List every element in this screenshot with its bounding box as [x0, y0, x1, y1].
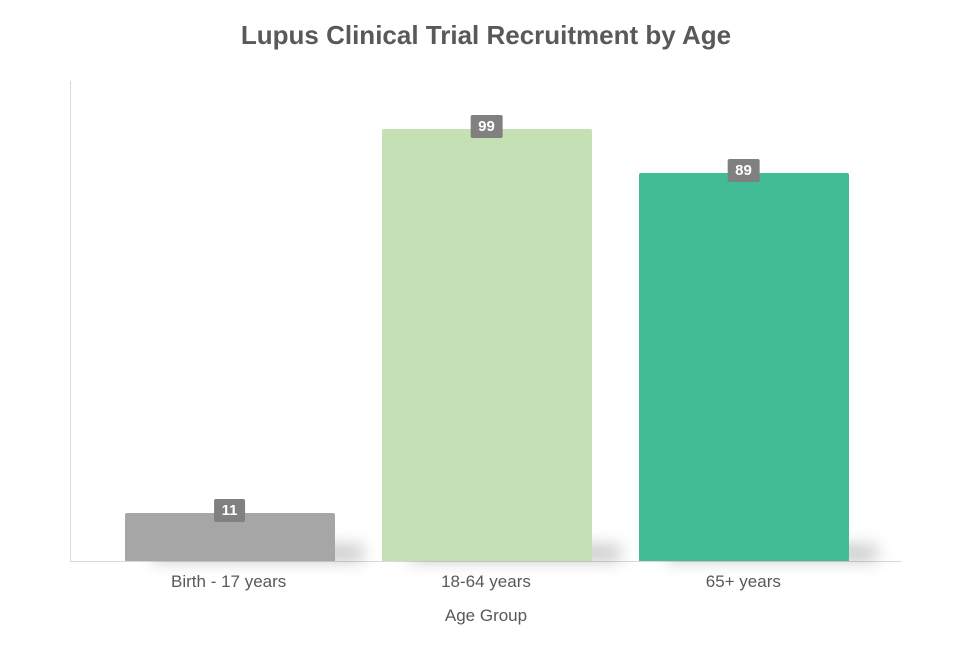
- plot-area: 119989: [70, 81, 902, 562]
- category-label: 18-64 years: [357, 572, 614, 592]
- bar-slot: 89: [615, 81, 872, 561]
- value-badge: 99: [470, 115, 503, 138]
- category-label: 65+ years: [615, 572, 872, 592]
- bar: 99: [382, 129, 592, 561]
- bar: 89: [639, 173, 849, 561]
- x-axis-title: Age Group: [60, 606, 912, 626]
- chart-title: Lupus Clinical Trial Recruitment by Age: [60, 20, 912, 51]
- bars-row: 119989: [71, 81, 902, 561]
- category-label: Birth - 17 years: [100, 572, 357, 592]
- value-badge: 89: [727, 159, 760, 182]
- bar-chart: Lupus Clinical Trial Recruitment by Age …: [0, 0, 972, 666]
- bar: 11: [125, 513, 335, 561]
- x-axis-labels: Birth - 17 years18-64 years65+ years: [60, 562, 912, 592]
- bar-slot: 99: [358, 81, 615, 561]
- value-badge: 11: [214, 499, 246, 522]
- bar-slot: 11: [101, 81, 358, 561]
